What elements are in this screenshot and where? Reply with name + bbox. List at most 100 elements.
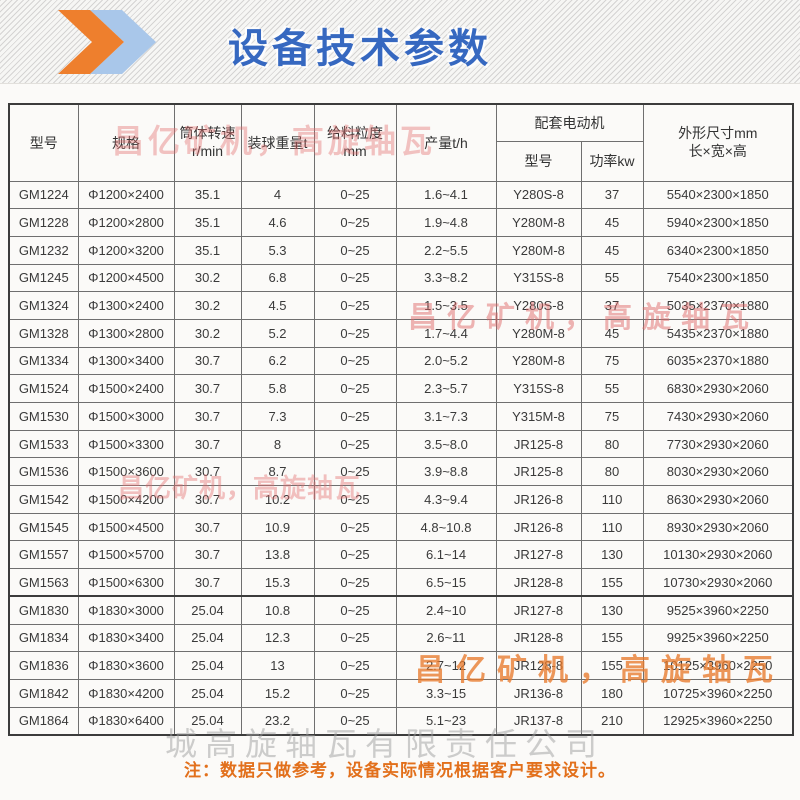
- cell: 9925×3960×2250: [642, 623, 794, 653]
- cell: 0~25: [313, 402, 397, 431]
- cell: Φ1830×3600: [77, 651, 175, 680]
- cell: 8030×2930×2060: [642, 457, 794, 487]
- cell: 0~25: [313, 180, 397, 210]
- table-row: GM1557 Φ1500×5700 30.7 13.8 0~25 6.1~14 JR127-…: [8, 540, 794, 570]
- cell: 25.04: [173, 678, 242, 708]
- table-row: GM1830 Φ1830×3000 25.04 10.8 0~25 2.4~10 JR127…: [8, 595, 794, 625]
- cell: Φ1300×2400: [77, 291, 175, 320]
- cell: 8: [240, 429, 315, 459]
- col-header-speed-line1: 筒体转速: [179, 125, 236, 142]
- cell: 155: [580, 623, 644, 653]
- cell: 1.5~3.5: [395, 291, 497, 320]
- cell: JR128-8: [495, 651, 582, 680]
- cell: JR136-8: [495, 678, 582, 708]
- cell: GM1245: [8, 263, 79, 293]
- cell: Φ1830×6400: [77, 706, 175, 736]
- cell: 3.5~8.0: [395, 429, 497, 459]
- table-row: GM1542 Φ1500×4200 30.7 10.2 0~25 4.3~9.4 JR126…: [8, 485, 794, 514]
- cell: 80: [580, 429, 644, 459]
- cell: Y280M-8: [495, 208, 582, 237]
- cell: 0~25: [313, 623, 397, 653]
- cell: 37: [580, 180, 644, 210]
- table-row: GM1224 Φ1200×2400 35.1 4 0~25 1.6~4.1 Y280S-8 3…: [8, 180, 794, 210]
- cell: 0~25: [313, 291, 397, 320]
- cell: GM1328: [8, 318, 79, 348]
- cell: 7730×2930×2060: [642, 429, 794, 459]
- cell: Φ1500×3300: [77, 429, 175, 459]
- cell: 0~25: [313, 374, 397, 403]
- col-header-speed-line2: r/min: [191, 142, 224, 159]
- cell: 25.04: [173, 651, 242, 680]
- cell: 0~25: [313, 208, 397, 237]
- cell: GM1536: [8, 457, 79, 487]
- cell: 75: [580, 346, 644, 376]
- cell: 2.3~5.7: [395, 374, 497, 403]
- cell: 2.6~11: [395, 623, 497, 653]
- cell: 0~25: [313, 318, 397, 348]
- table-row: GM1834 Φ1830×3400 25.04 12.3 0~25 2.6~11 JR128…: [8, 623, 794, 653]
- cell: JR125-8: [495, 457, 582, 487]
- cell: 10125×3960×2250: [642, 651, 794, 680]
- cell: JR127-8: [495, 595, 582, 625]
- cell: 4.8~10.8: [395, 512, 497, 542]
- table-row: GM1536 Φ1500×3600 30.7 8.7 0~25 3.9~8.8 JR125-…: [8, 457, 794, 487]
- cell: GM1524: [8, 374, 79, 403]
- cell: 10.9: [240, 512, 315, 542]
- cell: 0~25: [313, 678, 397, 708]
- cell: Φ1200×3200: [77, 235, 175, 265]
- table-row: GM1228 Φ1200×2800 35.1 4.6 0~25 1.9~4.8 Y280M-…: [8, 208, 794, 237]
- cell: 130: [580, 595, 644, 625]
- cell: 30.2: [173, 318, 242, 348]
- cell: 8930×2930×2060: [642, 512, 794, 542]
- cell: 5435×2370×1880: [642, 318, 794, 348]
- cell: 13: [240, 651, 315, 680]
- cell: 75: [580, 402, 644, 431]
- cell: 30.7: [173, 485, 242, 514]
- parameters-table: 型号 规格 筒体转速 r/min 装球重量t 给料粒度 mm 产量t/h 配套电…: [8, 103, 794, 736]
- table-row: GM1524 Φ1500×2400 30.7 5.8 0~25 2.3~5.7 Y315S-…: [8, 374, 794, 403]
- col-header-motor-power: 功率kw: [580, 140, 644, 182]
- col-header-feed-line1: 给料粒度: [327, 125, 383, 142]
- cell: 30.7: [173, 512, 242, 542]
- cell: GM1334: [8, 346, 79, 376]
- cell: 5.8: [240, 374, 315, 403]
- col-header-ball-weight: 装球重量t: [240, 103, 315, 182]
- cell: 155: [580, 651, 644, 680]
- cell: 3.3~15: [395, 678, 497, 708]
- cell: 25.04: [173, 623, 242, 653]
- col-header-feed-size: 给料粒度 mm: [313, 103, 397, 182]
- cell: 210: [580, 706, 644, 736]
- cell: GM1530: [8, 402, 79, 431]
- cell: 4: [240, 180, 315, 210]
- cell: JR126-8: [495, 485, 582, 514]
- cell: GM1864: [8, 706, 79, 736]
- cell: 4.3~9.4: [395, 485, 497, 514]
- cell: 155: [580, 568, 644, 597]
- cell: 0~25: [313, 429, 397, 459]
- table-row: GM1864 Φ1830×6400 25.04 23.2 0~25 5.1~23 JR137…: [8, 706, 794, 736]
- cell: 2.4~10: [395, 595, 497, 625]
- cell: GM1542: [8, 485, 79, 514]
- cell: 0~25: [313, 263, 397, 293]
- cell: 5.3: [240, 235, 315, 265]
- cell: 35.1: [173, 208, 242, 237]
- cell: JR128-8: [495, 623, 582, 653]
- cell: Φ1500×4500: [77, 512, 175, 542]
- table-row: GM1245 Φ1200×4500 30.2 6.8 0~25 3.3~8.2 Y315S-…: [8, 263, 794, 293]
- cell: 30.7: [173, 457, 242, 487]
- cell: 0~25: [313, 540, 397, 570]
- footnote: 注：数据只做参考，设备实际情况根据客户要求设计。: [184, 761, 616, 780]
- cell: 5.1~23: [395, 706, 497, 736]
- cell: Φ1500×4200: [77, 485, 175, 514]
- cell: 45: [580, 208, 644, 237]
- cell: 7430×2930×2060: [642, 402, 794, 431]
- table-row: GM1324 Φ1300×2400 30.2 4.5 0~25 1.5~3.5 Y280S-…: [8, 291, 794, 320]
- cell: 110: [580, 512, 644, 542]
- cell: 30.7: [173, 429, 242, 459]
- cell: 180: [580, 678, 644, 708]
- cell: 0~25: [313, 595, 397, 625]
- table-row: GM1530 Φ1500×3000 30.7 7.3 0~25 3.1~7.3 Y315M-…: [8, 402, 794, 431]
- cell: Φ1200×2800: [77, 208, 175, 237]
- cell: Φ1830×4200: [77, 678, 175, 708]
